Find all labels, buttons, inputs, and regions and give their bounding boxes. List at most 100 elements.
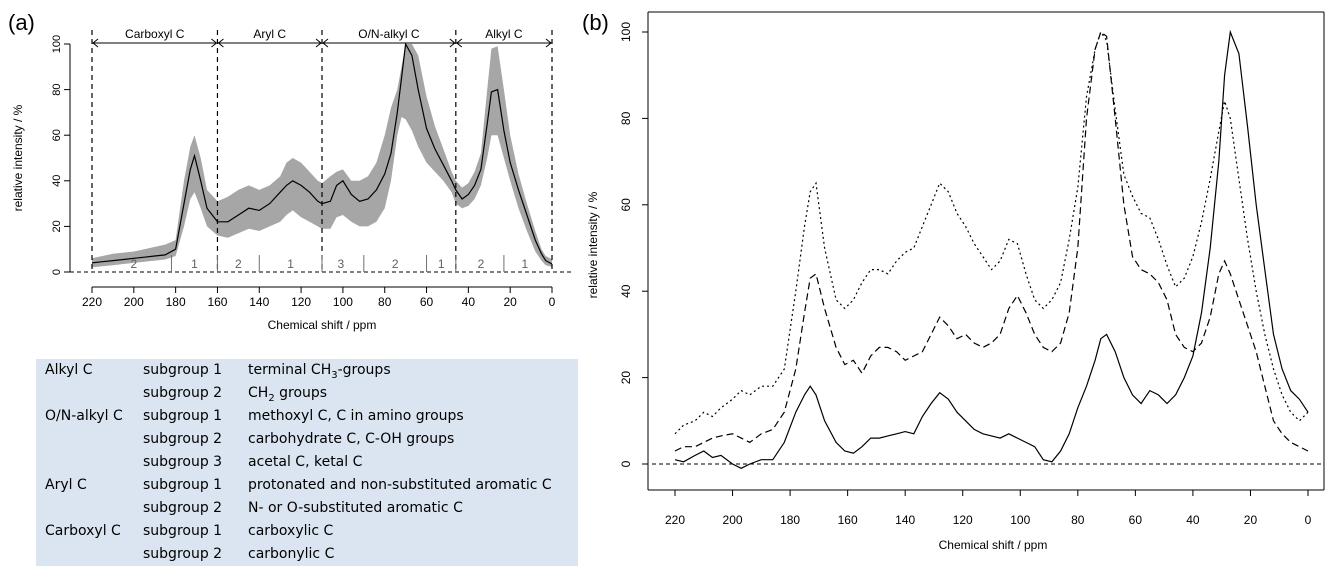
description-text: N- or O-substituted aromatic C: [248, 500, 463, 516]
x-tick-label: 80: [1071, 513, 1085, 527]
subgroup-description: acetal C, ketal C: [248, 451, 362, 474]
subgroup-description: carbohydrate C, C-OH groups: [248, 428, 454, 451]
region-label: Carboxyl C: [125, 27, 185, 41]
x-tick-label: 40: [462, 295, 476, 309]
range-band: [92, 44, 552, 268]
panel-a-label: (a): [8, 10, 35, 35]
x-tick-label: 140: [249, 295, 269, 309]
y-tick-label: 20: [619, 371, 633, 385]
x-axis-title: Chemical shift / ppm: [939, 538, 1048, 552]
region-arrowhead: [545, 38, 552, 48]
subgroup-name: subgroup 2: [143, 546, 223, 562]
x-tick-label: 160: [838, 513, 858, 527]
group-name: Carboxyl C: [45, 523, 121, 539]
subgroup-legend-table: Alkyl C subgroup 1 terminal CH3-groups subg…: [36, 359, 578, 566]
subgroup-name: subgroup 1: [143, 408, 223, 424]
x-tick-label: 200: [723, 513, 743, 527]
x-tick-label: 0: [549, 295, 556, 309]
y-tick-label: 0: [51, 269, 63, 275]
y-tick-label: 60: [619, 198, 633, 212]
subgroup-description: carboxylic C: [248, 520, 333, 543]
y-tick-label: 40: [51, 175, 63, 187]
description-text: carboxylic C: [248, 523, 334, 539]
subgroup-number: 2: [392, 257, 399, 271]
subgroup-number: 1: [438, 257, 445, 271]
subgroup-name: subgroup 1: [143, 477, 223, 493]
subgroup-name: subgroup 2: [143, 431, 223, 447]
x-tick-label: 180: [780, 513, 800, 527]
y-tick-label: 80: [619, 111, 633, 125]
x-tick-label: 60: [1129, 513, 1143, 527]
x-tick-label: 40: [1186, 513, 1200, 527]
mean-spectrum-line: [91, 42, 553, 265]
x-tick-label: 120: [953, 513, 973, 527]
x-tick-label: 80: [378, 295, 392, 309]
subgroup-name: subgroup 2: [143, 385, 223, 401]
solid-spectrum-line: [674, 29, 1309, 469]
region-arrowhead: [92, 38, 99, 48]
description-text: carbonylic C: [248, 546, 335, 562]
description-text: groups: [274, 385, 328, 401]
y-tick-label: 80: [51, 83, 63, 95]
subgroup-description: N- or O-substituted aromatic C: [248, 497, 463, 520]
subgroup-number: 1: [521, 257, 528, 271]
region-arrowhead: [456, 38, 463, 48]
subgroup-name: subgroup 1: [143, 362, 223, 378]
subgroup-number: 1: [191, 257, 198, 271]
x-tick-label: 200: [124, 295, 144, 309]
dashed-spectrum-line: [674, 31, 1309, 452]
subgroup-name: subgroup 3: [143, 454, 223, 470]
region-arrowhead: [211, 38, 218, 48]
region-arrowhead: [322, 38, 329, 48]
group-name: Aryl C: [45, 477, 87, 493]
x-tick-label: 180: [166, 295, 186, 309]
subgroup-description: protonated and non-substituted aromatic …: [248, 474, 552, 497]
x-tick-label: 220: [82, 295, 102, 309]
x-tick-label: 160: [207, 295, 227, 309]
subgroup-description: terminal CH3-groups: [248, 359, 391, 382]
y-axis-title: relative intensity / %: [11, 104, 25, 211]
x-tick-label: 60: [420, 295, 434, 309]
region-arrowhead: [217, 38, 224, 48]
x-tick-label: 220: [665, 513, 685, 527]
x-tick-label: 100: [1010, 513, 1030, 527]
y-tick-label: 20: [51, 220, 63, 232]
subgroup-description: carbonylic C: [248, 543, 334, 566]
subgroup-description: CH2 groups: [248, 382, 327, 405]
description-text: acetal C, ketal C: [248, 454, 363, 470]
subgroup-number: 3: [337, 257, 344, 271]
y-tick-label: 40: [619, 284, 633, 298]
description-text: -groups: [337, 362, 391, 378]
y-tick-label: 100: [51, 35, 63, 53]
subgroup-number: 2: [130, 257, 137, 271]
y-axis-title: relative intensity / %: [586, 191, 600, 298]
y-tick-label: 60: [51, 129, 63, 141]
region-label: Aryl C: [253, 27, 286, 41]
description-text: CH: [248, 385, 269, 401]
description-text: methoxyl C, C in amino groups: [248, 408, 464, 424]
group-name: O/N-alkyl C: [45, 408, 123, 424]
x-axis-title: Chemical shift / ppm: [268, 318, 377, 332]
x-tick-label: 20: [1244, 513, 1258, 527]
x-tick-label: 140: [895, 513, 915, 527]
region-label: O/N-alkyl C: [358, 27, 420, 41]
panel-b-label: (b): [582, 10, 609, 35]
description-text: terminal CH: [248, 362, 332, 378]
x-tick-label: 120: [291, 295, 311, 309]
description-text: carbohydrate C, C-OH groups: [248, 431, 455, 447]
region-label: Alkyl C: [485, 27, 523, 41]
subgroup-name: subgroup 2: [143, 500, 223, 516]
x-tick-label: 20: [504, 295, 518, 309]
group-name: Alkyl C: [45, 362, 93, 378]
x-tick-label: 100: [333, 295, 353, 309]
dotted-spectrum-line: [674, 30, 1309, 435]
subgroup-description: methoxyl C, C in amino groups: [248, 405, 464, 428]
subscript: 2: [268, 392, 275, 404]
y-tick-label: 100: [619, 22, 633, 42]
subgroup-number: 2: [478, 257, 485, 271]
subscript: 3: [331, 369, 338, 381]
region-arrowhead: [315, 38, 322, 48]
subgroup-name: subgroup 1: [143, 523, 223, 539]
subgroup-number: 1: [287, 257, 294, 271]
